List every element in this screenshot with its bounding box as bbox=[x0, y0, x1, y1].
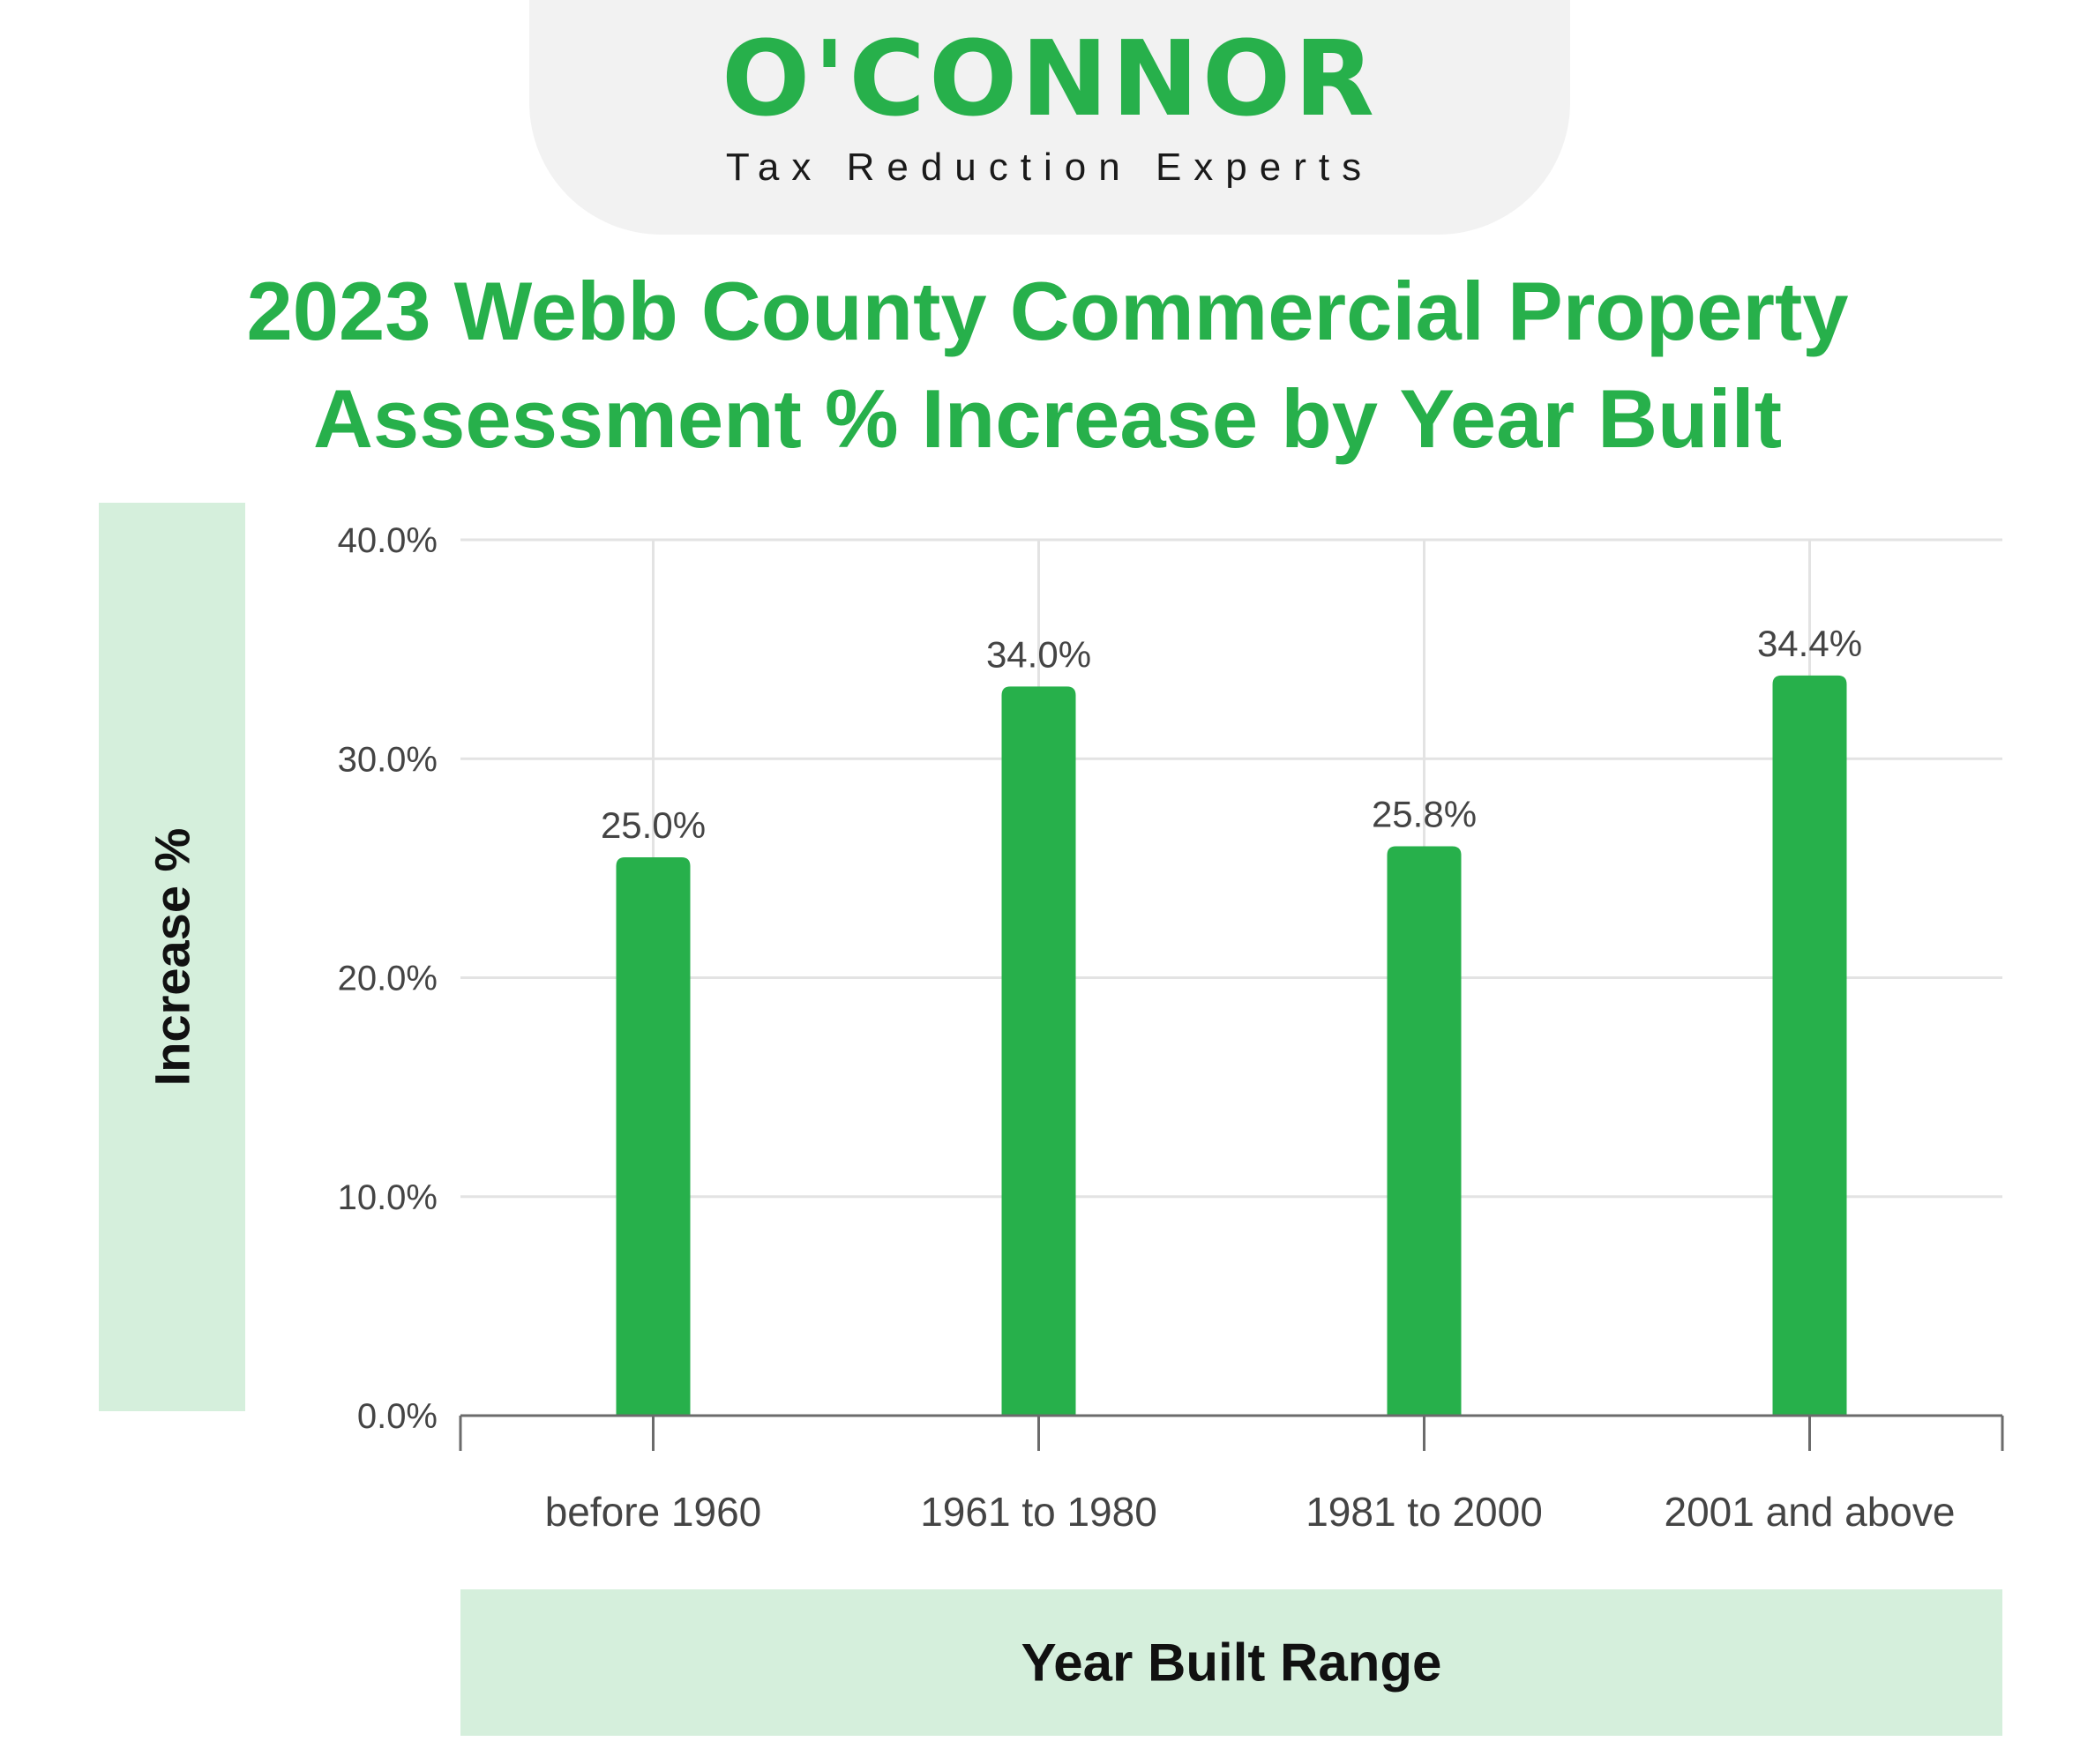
bar-value-label: 34.0% bbox=[986, 633, 1091, 675]
header-tab bbox=[529, 0, 1570, 235]
x-axis-label: Year Built Range bbox=[1021, 1633, 1442, 1693]
logo-tagline: Tax Reduction Experts bbox=[725, 146, 1374, 189]
y-tick-label: 10.0% bbox=[338, 1178, 438, 1217]
bar bbox=[1772, 675, 1847, 1416]
x-tick-label: 2001 and above bbox=[1665, 1489, 1956, 1535]
chart-title-line-1: 2023 Webb County Commercial Property bbox=[246, 265, 1849, 357]
y-tick-label: 30.0% bbox=[338, 740, 438, 779]
bar-value-label: 25.8% bbox=[1372, 794, 1477, 835]
chart-title: 2023 Webb County Commercial Property Ass… bbox=[0, 258, 2095, 473]
bar bbox=[616, 856, 691, 1416]
x-axis-label-band: Year Built Range bbox=[460, 1589, 2002, 1736]
logo-name: O'CONNOR bbox=[721, 18, 1379, 139]
x-tick-label: 1961 to 1980 bbox=[920, 1489, 1157, 1535]
logo: O'CONNOR Tax Reduction Experts bbox=[529, 0, 1570, 212]
y-tick-label: 0.0% bbox=[357, 1397, 438, 1436]
x-tick-label: before 1960 bbox=[545, 1489, 762, 1535]
bar-value-label: 25.0% bbox=[601, 804, 706, 846]
y-axis-label-band bbox=[99, 503, 245, 1411]
y-tick-label: 40.0% bbox=[338, 521, 438, 560]
bar-value-label: 34.4% bbox=[1757, 623, 1862, 664]
chart-title-line-2: Assessment % Increase by Year Built bbox=[312, 372, 1782, 465]
bar bbox=[1001, 686, 1076, 1416]
bar bbox=[1387, 846, 1462, 1416]
x-tick-label: 1981 to 2000 bbox=[1306, 1489, 1543, 1535]
y-tick-label: 20.0% bbox=[338, 960, 438, 998]
